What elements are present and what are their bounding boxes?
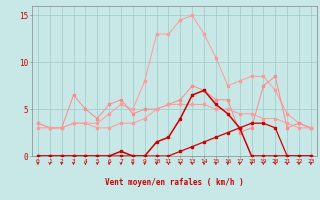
X-axis label: Vent moyen/en rafales ( km/h ): Vent moyen/en rafales ( km/h ) [105, 178, 244, 187]
